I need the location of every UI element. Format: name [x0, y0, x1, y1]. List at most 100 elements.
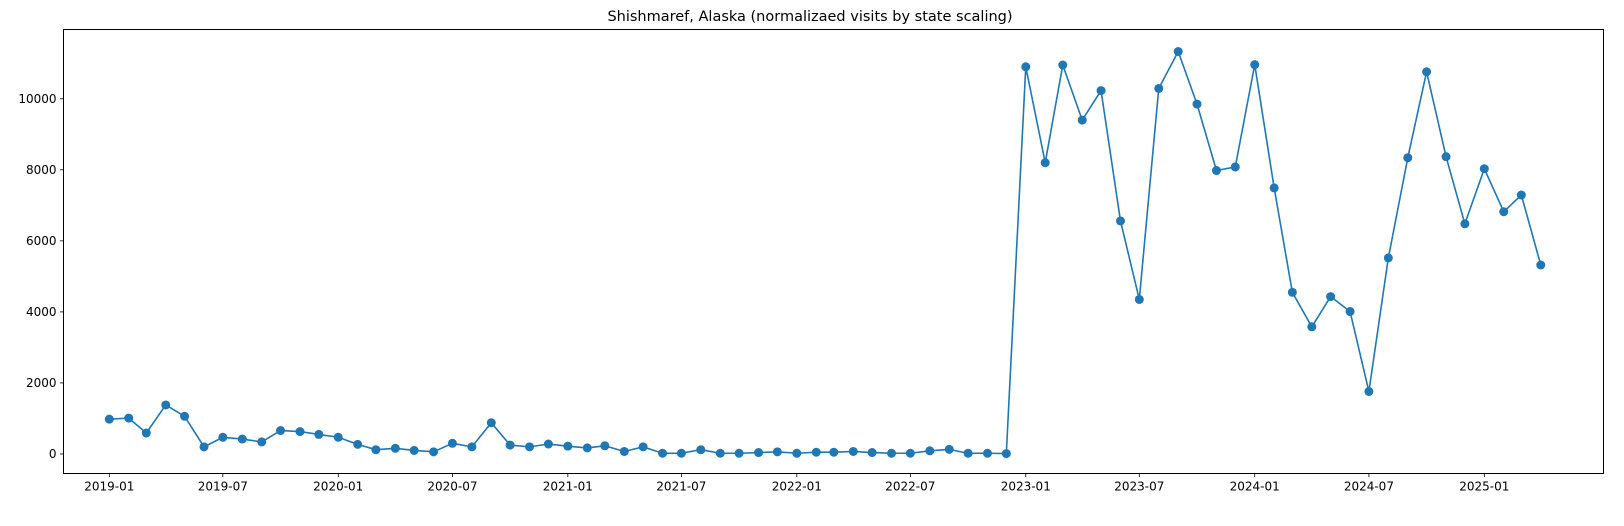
data-point	[582, 443, 592, 453]
data-point	[1250, 60, 1260, 70]
data-point	[295, 427, 305, 437]
data-point	[1096, 86, 1106, 96]
data-point	[829, 447, 839, 457]
data-point	[811, 447, 821, 457]
data-point	[734, 448, 744, 458]
data-point	[1134, 294, 1144, 304]
data-point	[409, 445, 419, 455]
data-point	[848, 446, 858, 456]
data-point	[1499, 207, 1509, 217]
data-point	[429, 447, 439, 457]
y-tick-label: 10000	[18, 92, 56, 106]
y-tick-label: 4000	[26, 305, 57, 319]
data-point	[619, 446, 629, 456]
data-point	[161, 400, 171, 410]
x-tick-label: 2019-07	[198, 480, 248, 494]
x-tick-label: 2020-01	[313, 480, 363, 494]
data-point	[486, 418, 496, 428]
data-point	[124, 413, 134, 423]
data-point	[199, 442, 209, 452]
data-point	[1230, 162, 1240, 172]
y-axis: 0 2000 4000 6000 8000 10000	[18, 92, 64, 461]
x-tick-label: 2024-01	[1230, 480, 1280, 494]
data-point	[1211, 166, 1221, 176]
data-point	[1460, 219, 1470, 229]
data-point	[525, 442, 535, 452]
data-point	[257, 437, 267, 447]
data-point	[276, 426, 286, 436]
data-point	[754, 448, 764, 458]
data-point	[1326, 292, 1336, 302]
data-point	[218, 432, 228, 442]
data-point	[772, 447, 782, 457]
data-point	[658, 448, 668, 458]
data-point	[1345, 307, 1355, 317]
data-point	[447, 438, 457, 448]
data-point	[696, 445, 706, 455]
x-tick-label: 2022-01	[772, 480, 822, 494]
data-point	[141, 428, 151, 438]
x-tick-label: 2020-07	[427, 480, 477, 494]
data-point	[1516, 190, 1526, 200]
data-point	[600, 441, 610, 451]
x-tick-label: 2022-07	[885, 480, 935, 494]
y-tick-label: 6000	[26, 234, 57, 248]
x-tick-label: 2025-01	[1459, 480, 1509, 494]
data-point	[715, 448, 725, 458]
data-point	[314, 429, 324, 439]
data-point	[1058, 60, 1068, 70]
data-point	[1422, 67, 1432, 77]
data-point	[1115, 216, 1125, 226]
y-tick-label: 2000	[26, 376, 57, 390]
x-tick-label: 2019-01	[84, 480, 134, 494]
chart-title: Shishmaref, Alaska (normalizaed visits b…	[607, 9, 1012, 25]
data-point	[104, 414, 114, 424]
x-tick-label: 2021-07	[656, 480, 706, 494]
data-point	[867, 448, 877, 458]
data-point	[1307, 322, 1317, 332]
data-point	[237, 434, 247, 444]
data-point	[1077, 115, 1087, 125]
x-axis: 2019-01 2019-07 2020-01 2020-07 2021-01 2021-…	[84, 473, 1509, 494]
x-tick-label: 2023-07	[1114, 480, 1164, 494]
y-tick-label: 8000	[26, 163, 57, 177]
data-point	[1154, 83, 1164, 93]
data-point	[887, 448, 897, 458]
data-point	[792, 448, 802, 458]
x-tick-label: 2024-07	[1344, 480, 1394, 494]
data-point	[1269, 183, 1279, 193]
data-point	[505, 440, 515, 450]
data-point	[1021, 62, 1031, 72]
x-tick-label: 2021-01	[543, 480, 593, 494]
x-tick-label: 2023-01	[1001, 480, 1051, 494]
data-point	[1173, 47, 1183, 57]
plot-frame	[63, 29, 1604, 474]
data-point	[638, 442, 648, 452]
data-point	[1001, 449, 1011, 459]
data-point	[1040, 158, 1050, 168]
data-point	[333, 432, 343, 442]
data-point	[963, 448, 973, 458]
data-point	[1364, 386, 1374, 396]
data-point	[905, 448, 915, 458]
data-point	[983, 448, 992, 458]
data-point	[1479, 164, 1489, 174]
data-point	[1403, 153, 1413, 163]
data-point	[1536, 260, 1546, 270]
data-point	[925, 446, 935, 456]
data-point	[1383, 253, 1393, 263]
data-point	[1441, 152, 1451, 162]
data-point	[543, 439, 553, 449]
data-point	[676, 448, 686, 458]
y-tick-label: 0	[49, 447, 57, 461]
data-point	[944, 444, 954, 454]
data-point	[1192, 99, 1202, 109]
data-point	[180, 411, 190, 421]
plot-area	[104, 47, 1546, 459]
data-point	[371, 445, 381, 455]
data-point	[390, 443, 400, 453]
data-point	[353, 439, 363, 449]
data-point	[1287, 287, 1297, 297]
